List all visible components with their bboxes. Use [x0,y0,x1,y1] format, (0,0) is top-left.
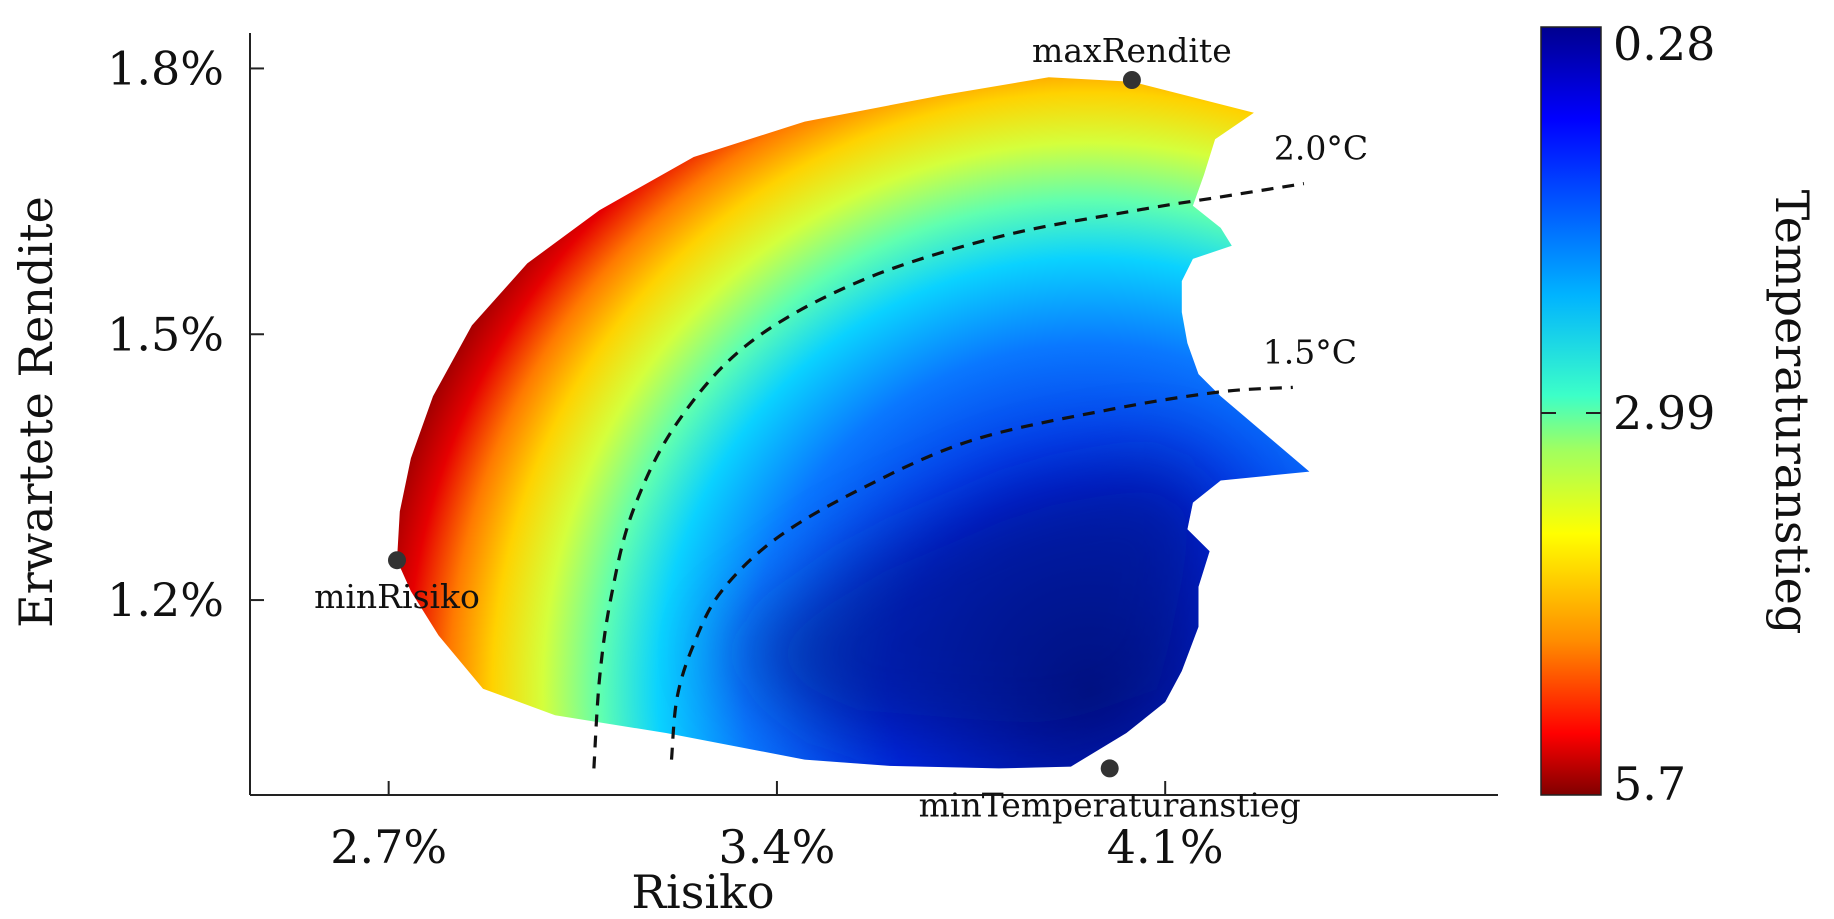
low-temperature-core [721,458,1221,751]
point-label-minTemperaturanstieg: minTemperaturanstieg [919,785,1301,824]
y-tick-label: 1.5% [107,307,224,361]
plot-area: 2.0°C 1.5°C [397,77,1368,769]
contour-line-2-0 [592,182,1305,769]
colorbar: 0.28 2.99 5.7 Temperaturanstieg [1540,17,1819,811]
colorbar-tick-label-middle: 2.99 [1613,386,1715,440]
highlighted-points: maxRendite minRisiko minTemperaturanstieg [314,31,1301,824]
contour-label-2-0: 2.0°C [1274,129,1368,168]
colorbar-tick-label-bottom: 5.7 [1613,757,1686,811]
colorbar-tick-label-top: 0.28 [1613,17,1715,71]
contour-label-1-5: 1.5°C [1263,332,1357,371]
y-tick-label: 1.8% [107,41,224,95]
colorbar-title: Temperaturanstieg [1765,190,1819,635]
feasible-region-shading [721,458,1221,751]
contour-line-1-5 [669,385,1293,760]
x-axis-title: Risiko [631,865,774,919]
colorbar-scale [1540,26,1602,796]
point-marker-minTemperaturanstieg [1100,759,1119,778]
point-marker-minRisiko [388,551,406,570]
y-tick-label: 1.2% [107,573,224,627]
x-axis-ticks: 2.7% 3.4% 4.1% [330,781,1224,874]
x-tick-label: 3.4% [718,820,835,874]
y-axis-ticks: 1.2% 1.5% 1.8% [107,41,264,627]
point-label-maxRendite: maxRendite [1032,31,1232,70]
point-label-minRisiko: minRisiko [314,577,480,616]
axes: 2.7% 3.4% 4.1% 1.2% 1.5% 1.8% Risiko Erwarte… [9,33,1498,919]
y-axis-title: Erwartete Rendite [9,196,63,628]
x-tick-label: 2.7% [330,820,447,874]
x-tick-label: 4.1% [1107,820,1224,874]
point-marker-maxRendite [1122,71,1141,89]
